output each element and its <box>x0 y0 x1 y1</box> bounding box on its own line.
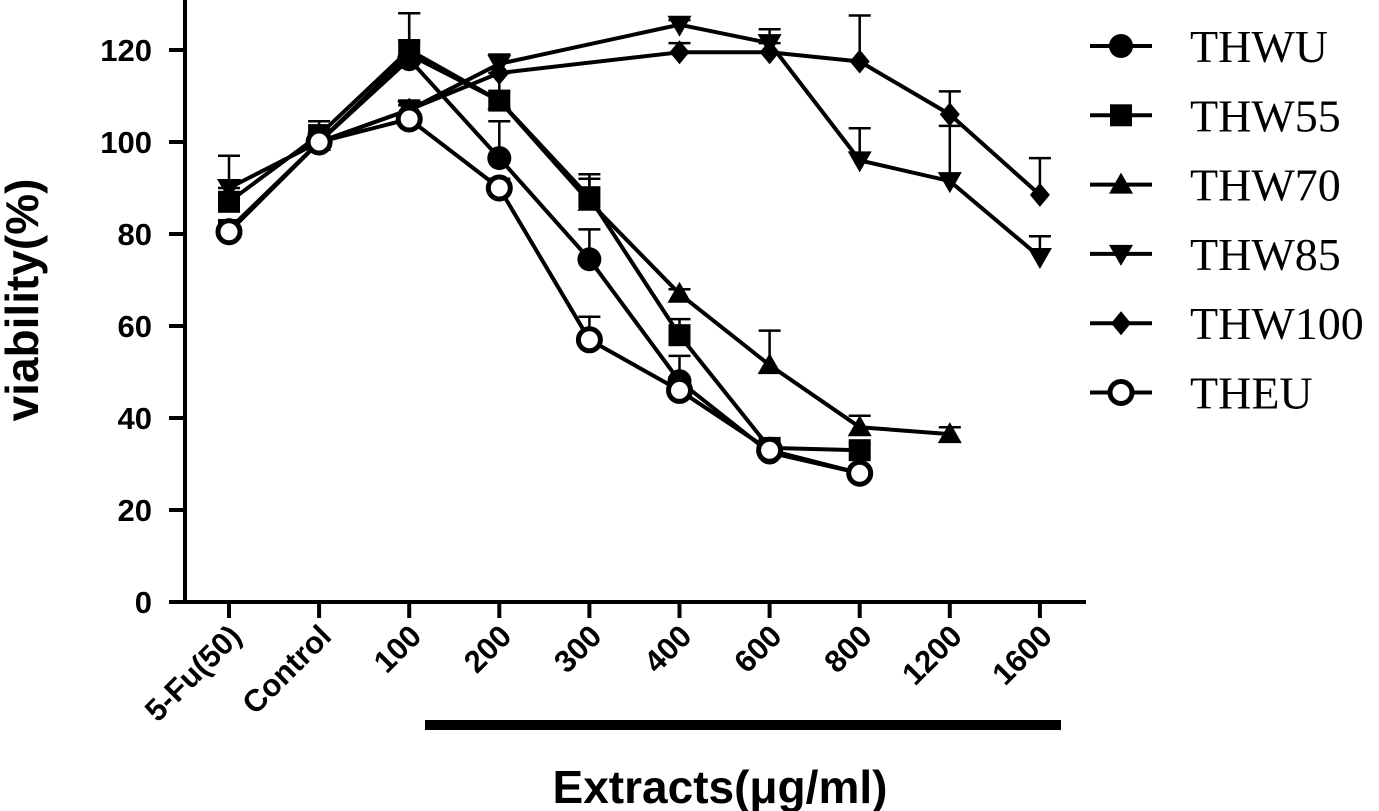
data-point-thw85 <box>937 172 962 194</box>
data-point-thw85 <box>667 15 692 37</box>
data-point-thwu <box>577 247 602 272</box>
legend-item-thw85: THW85 <box>1090 229 1341 280</box>
data-point-theu <box>666 376 693 404</box>
data-point-thw70 <box>847 415 872 437</box>
data-point-thwu <box>487 146 512 171</box>
data-point-thw55 <box>668 324 691 347</box>
series-line-theu <box>227 117 861 476</box>
data-point-thw100 <box>1029 182 1050 207</box>
data-point-thw85 <box>847 151 872 173</box>
data-point-theu <box>485 174 513 202</box>
data-point-thw100 <box>759 40 780 65</box>
legend-item-thw70: THW70 <box>1090 160 1341 211</box>
data-point-thw70 <box>577 189 602 211</box>
x-tick-label: 800 <box>817 618 878 679</box>
data-point-thw100 <box>939 102 960 127</box>
legend-label: THW55 <box>1190 90 1341 141</box>
data-point-thw55 <box>218 190 240 213</box>
data-point-theu <box>756 436 784 464</box>
legend-label: THW100 <box>1190 298 1364 349</box>
x-tick-label: 100 <box>367 618 428 679</box>
legend-label: THEU <box>1190 368 1313 419</box>
ticks-layer: 0 20 40 60 80 100 120 5-Fu(50)Control 100 200 300 4… <box>100 33 1059 728</box>
y-tick-label: 60 <box>118 309 152 344</box>
legend-item-theu: THEU <box>1090 368 1313 419</box>
data-point-theu <box>305 128 333 156</box>
legend-item-thwu: THWU <box>1090 21 1328 72</box>
legend-label: THW70 <box>1190 160 1341 211</box>
data-point-thw85 <box>217 179 241 200</box>
legend-marker <box>1110 104 1132 127</box>
data-point-thw100 <box>489 61 510 85</box>
x-tick-label: 400 <box>637 618 698 679</box>
data-point-thw85 <box>1027 248 1052 269</box>
legend-item-thw100: THW100 <box>1090 298 1364 349</box>
series-lines-layer <box>227 22 1042 476</box>
data-point-thw70 <box>397 42 422 64</box>
data-point-theu <box>395 105 423 133</box>
y-tick-label: 80 <box>118 217 152 252</box>
legend-label: THW85 <box>1190 229 1341 280</box>
data-point-thw70 <box>937 422 962 444</box>
legend-marker <box>1109 34 1133 58</box>
y-axis-title: viability(%) <box>0 179 48 422</box>
legend-item-thw55: THW55 <box>1090 90 1341 141</box>
y-tick-label: 0 <box>135 585 152 620</box>
x-tick-label: Control <box>235 618 338 721</box>
y-tick-label: 20 <box>118 493 152 528</box>
data-point-theu <box>846 459 874 487</box>
x-tick-label: 200 <box>457 618 518 679</box>
legend-marker <box>1111 311 1131 336</box>
markers-layer <box>215 15 1052 487</box>
data-point-theu <box>215 218 243 246</box>
legend-marker <box>1109 172 1133 194</box>
y-tick-label: 100 <box>100 125 152 160</box>
data-point-thw70 <box>487 88 512 110</box>
data-point-thw100 <box>669 40 690 65</box>
series-line-thw100 <box>227 50 1042 234</box>
x-tick-label: 1600 <box>985 618 1059 692</box>
x-tick-label: 600 <box>727 618 788 679</box>
series-line-thw55 <box>227 48 860 453</box>
legend-marker <box>1109 244 1133 266</box>
axes-layer <box>183 0 1086 730</box>
x-axis-title: Extracts(μg/ml) <box>553 761 888 811</box>
legend-label: THWU <box>1190 21 1328 72</box>
series-line-thw85 <box>228 22 1042 259</box>
legend: THWU THW55 THW70 THW85 THW100 THEU <box>1090 21 1364 419</box>
x-tick-label: 5-Fu(50) <box>138 618 248 728</box>
error-bars-layer <box>218 11 1051 474</box>
data-point-theu <box>575 326 603 354</box>
data-point-thw55 <box>848 439 871 462</box>
x-tick-label: 1200 <box>895 618 969 692</box>
legend-marker <box>1107 379 1135 406</box>
data-point-thw100 <box>849 49 870 74</box>
y-tick-label: 120 <box>100 33 152 68</box>
data-point-thw70 <box>757 353 782 375</box>
x-tick-label: 300 <box>547 618 608 679</box>
y-tick-label: 40 <box>118 401 152 436</box>
data-point-thw70 <box>667 281 692 303</box>
